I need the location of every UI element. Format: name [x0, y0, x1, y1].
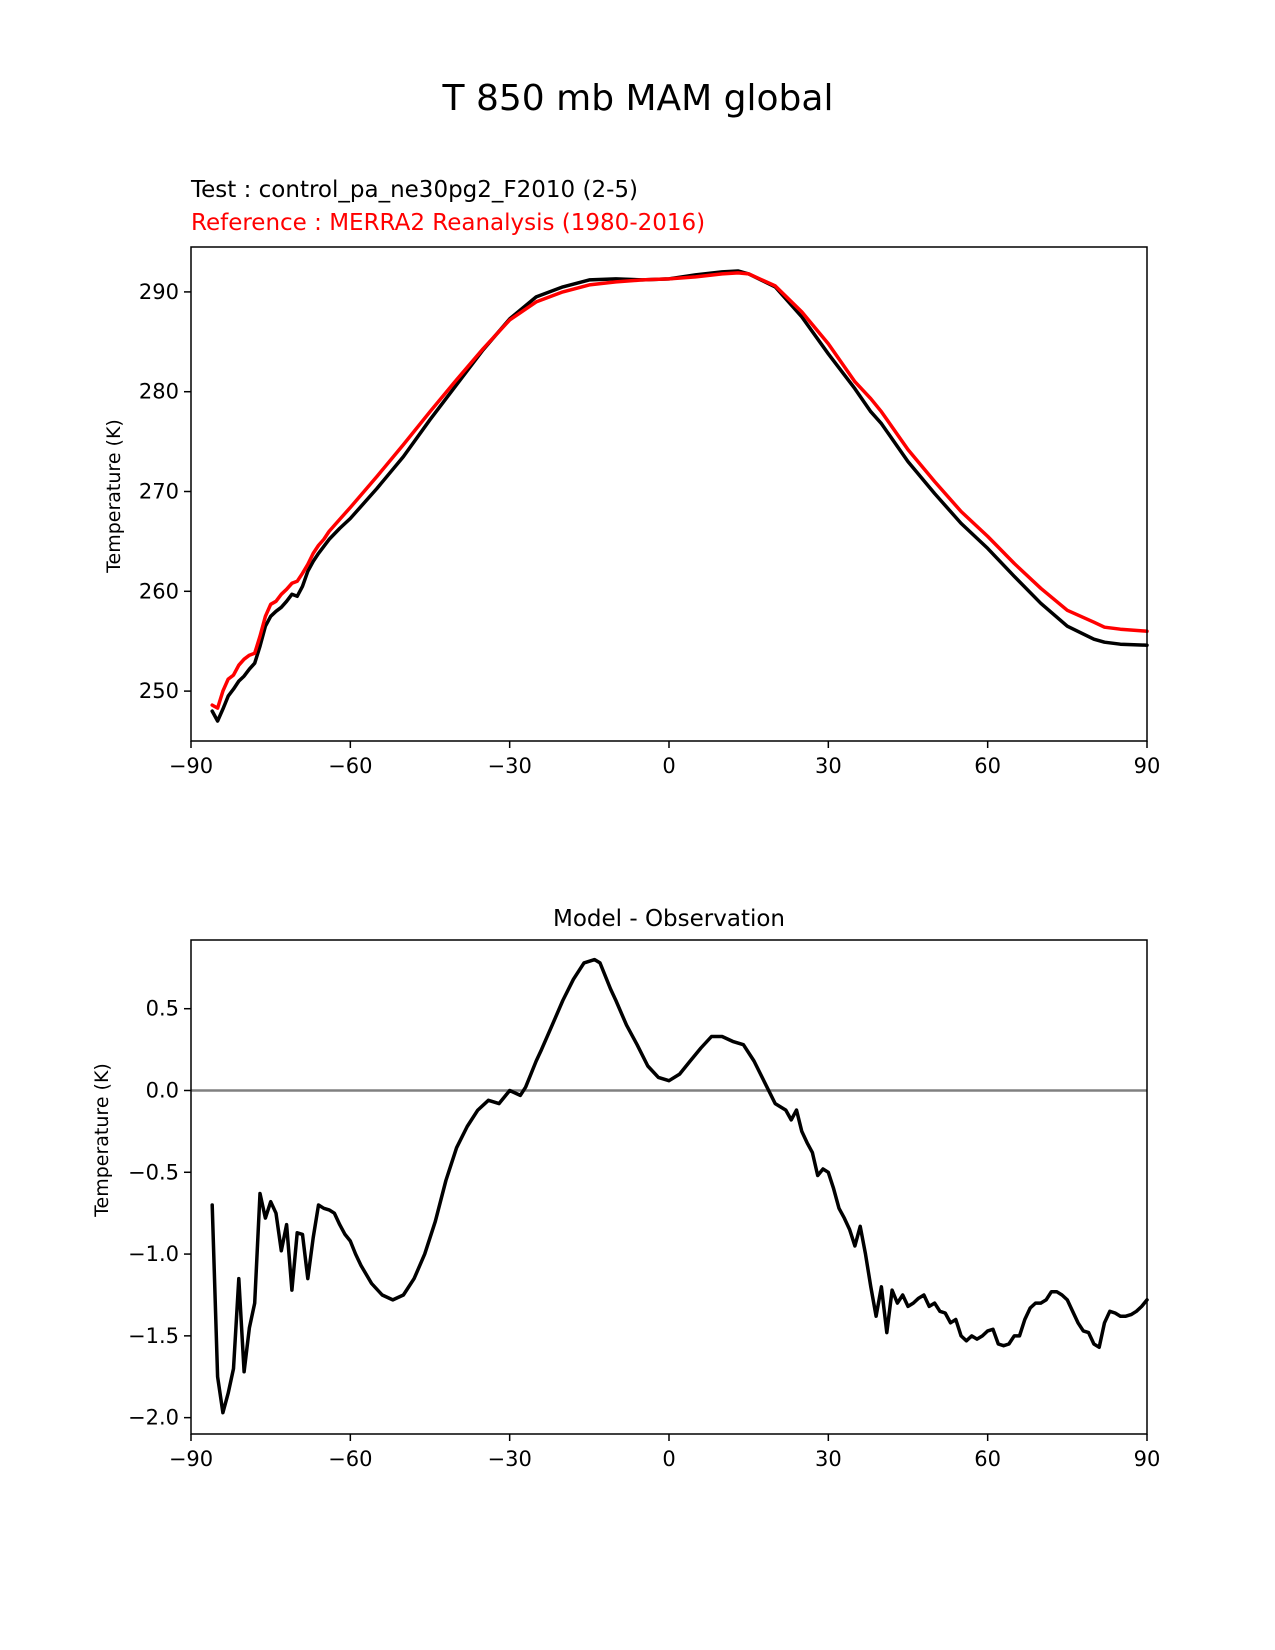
- bottom-x-tick-label: −60: [328, 1447, 372, 1471]
- bottom-y-tick-label: 0.5: [146, 997, 179, 1021]
- bottom-x-tick-label: 30: [815, 1447, 842, 1471]
- top-y-tick-label: 270: [139, 480, 179, 504]
- bottom-series-model-observation: [210, 957, 1149, 1415]
- top-y-tick-label: 260: [139, 579, 179, 603]
- top-x-tick-label: 0: [662, 754, 675, 778]
- top-series-reference: [210, 271, 1149, 710]
- bottom-x-tick-label: −90: [169, 1447, 213, 1471]
- top-y-tick-label: 280: [139, 380, 179, 404]
- bottom-y-tick-label: −0.5: [128, 1160, 179, 1184]
- bottom-x-tick-label: 90: [1134, 1447, 1161, 1471]
- top-y-tick-label: 250: [139, 679, 179, 703]
- top-y-axis-label: Temperature (K): [103, 419, 125, 574]
- bottom-x-tick-label: 60: [974, 1447, 1001, 1471]
- bottom-y-tick-label: −2.0: [128, 1406, 179, 1430]
- bottom-panel: Model - Observation Temperature (K) −90 −…: [91, 906, 1160, 1471]
- top-x-tick-label: −60: [328, 754, 372, 778]
- top-series-test: [210, 269, 1149, 723]
- bottom-y-tick-label: −1.5: [128, 1324, 179, 1348]
- top-panel: Test : control_pa_ne30pg2_F2010 (2-5) Re…: [103, 177, 1160, 778]
- bottom-x-tick-label: 0: [662, 1447, 675, 1471]
- top-y-tick-label: 290: [139, 280, 179, 304]
- bottom-panel-title: Model - Observation: [553, 906, 785, 932]
- top-x-tick-label: −90: [169, 754, 213, 778]
- top-x-tick-label: 90: [1134, 754, 1161, 778]
- bottom-y-axis-label: Temperature (K): [91, 1063, 113, 1218]
- bottom-x-tick-label: −30: [488, 1447, 532, 1471]
- bottom-y-tick-label: 0.0: [146, 1078, 179, 1102]
- top-x-tick-label: 60: [974, 754, 1001, 778]
- bottom-y-tick-label: −1.0: [128, 1242, 179, 1266]
- test-label: Test : control_pa_ne30pg2_F2010 (2-5): [190, 177, 638, 203]
- top-x-tick-label: 30: [815, 754, 842, 778]
- reference-label: Reference : MERRA2 Reanalysis (1980-2016…: [191, 210, 705, 236]
- top-x-tick-label: −30: [488, 754, 532, 778]
- figure-title: T 850 mb MAM global: [442, 78, 834, 119]
